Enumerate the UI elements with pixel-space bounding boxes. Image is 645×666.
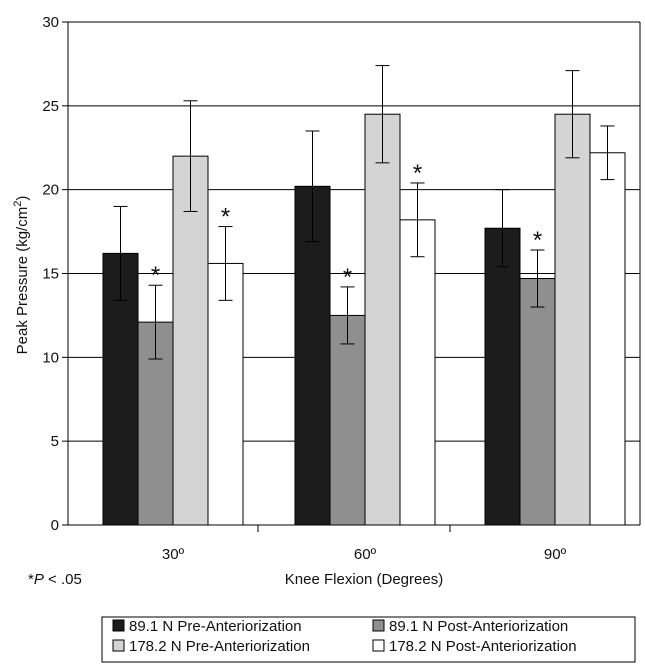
legend-label: 178.2 N Post-Anteriorization — [389, 638, 577, 655]
y-tick-label: 25 — [42, 98, 59, 115]
error-bars-group — [113, 65, 615, 360]
significance-markers: * * * * * — [151, 160, 542, 291]
legend-label: 178.2 N Pre-Anteriorization — [129, 638, 310, 655]
bars-group — [102, 113, 626, 526]
significance-star: * — [413, 160, 422, 187]
legend-swatch — [112, 639, 125, 652]
significance-star: * — [221, 204, 230, 231]
bar — [484, 227, 521, 526]
x-tick-label: 60º — [354, 546, 377, 563]
y-tick-label: 0 — [51, 517, 59, 534]
footnote-p: P — [34, 571, 44, 588]
footnote-star: * — [28, 571, 34, 588]
y-axis-label-close: ) — [14, 196, 31, 201]
x-tick-labels: 30º 60º 90º — [162, 546, 567, 563]
y-axis-label-sup: 2 — [12, 201, 24, 207]
legend-swatch — [112, 619, 125, 632]
bar — [329, 314, 366, 526]
footnote: *P < .05 — [28, 571, 82, 588]
y-tick-label: 5 — [51, 433, 59, 450]
bar — [364, 113, 401, 526]
x-tick-label: 30º — [162, 546, 185, 563]
bar — [589, 152, 626, 526]
x-axis-label: Knee Flexion (Degrees) — [285, 571, 443, 588]
y-tick-label: 20 — [42, 182, 59, 199]
legend: 89.1 N Pre-Anteriorization 89.1 N Post-An… — [101, 616, 636, 663]
legend-frame — [101, 616, 636, 663]
y-tick-label: 10 — [42, 349, 59, 366]
y-axis-label: Peak Pressure (kg/cm2) — [12, 196, 31, 355]
y-tick-label: 15 — [42, 266, 59, 283]
bar — [554, 113, 591, 526]
bar — [399, 219, 436, 526]
significance-star: * — [151, 262, 160, 289]
legend-label: 89.1 N Pre-Anteriorization — [129, 618, 302, 635]
bar — [519, 278, 556, 526]
x-tick-label: 90º — [544, 546, 567, 563]
y-axis-label-main: Peak Pressure (kg/cm — [14, 207, 31, 355]
legend-swatch — [372, 639, 385, 652]
legend-swatch — [372, 619, 385, 632]
y-tick-labels: 0 5 10 15 20 25 30 — [42, 14, 68, 534]
legend-label: 89.1 N Post-Anteriorization — [389, 618, 568, 635]
significance-star: * — [533, 227, 542, 254]
footnote-rest: < .05 — [44, 571, 82, 588]
y-tick-label: 30 — [42, 14, 59, 31]
bar — [207, 262, 244, 526]
significance-star: * — [343, 264, 352, 291]
